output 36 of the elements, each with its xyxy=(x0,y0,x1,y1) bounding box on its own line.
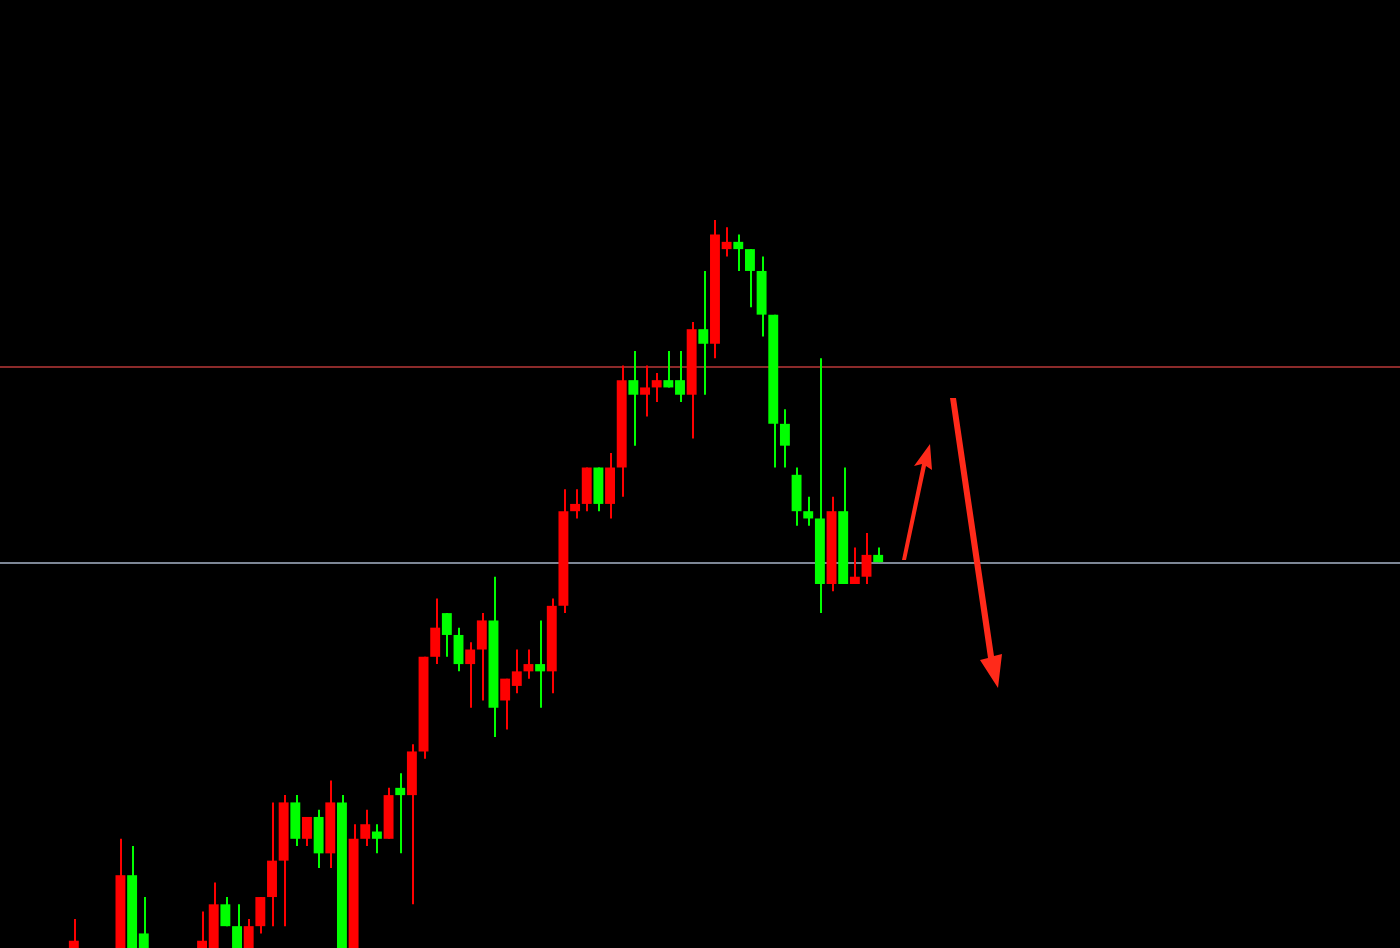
candlestick xyxy=(68,917,79,948)
candlestick xyxy=(605,451,616,520)
candlestick xyxy=(453,626,464,673)
candlestick xyxy=(581,466,592,513)
candlestick xyxy=(744,248,755,309)
candlestick xyxy=(803,495,814,527)
candlestick xyxy=(243,917,254,948)
candlestick xyxy=(570,488,581,520)
candlestick xyxy=(430,597,441,666)
candlestick xyxy=(441,612,452,658)
candlestick xyxy=(255,896,266,935)
candlestick xyxy=(779,408,790,469)
candlestick xyxy=(371,823,382,855)
candlestick xyxy=(756,255,767,338)
candlestick xyxy=(232,903,242,948)
candlestick xyxy=(733,233,744,272)
candlestick xyxy=(313,808,324,869)
candlestick xyxy=(861,532,872,585)
candlestick xyxy=(290,794,301,848)
candlestick xyxy=(849,546,860,585)
candlestick xyxy=(476,612,487,702)
candlestick xyxy=(302,815,312,848)
candlestick xyxy=(791,466,802,527)
candlestick xyxy=(395,772,406,855)
candlestick xyxy=(406,743,417,906)
candlestick xyxy=(465,641,476,709)
candlestick xyxy=(651,371,662,403)
candlestick xyxy=(628,350,639,447)
candlestick xyxy=(267,801,277,928)
candlestick xyxy=(220,896,231,928)
candlestick xyxy=(535,619,546,709)
candlestick xyxy=(640,364,650,418)
candlestick xyxy=(593,466,604,513)
candlestick xyxy=(360,808,371,848)
candlestick xyxy=(383,786,394,840)
candlestick xyxy=(698,269,709,396)
